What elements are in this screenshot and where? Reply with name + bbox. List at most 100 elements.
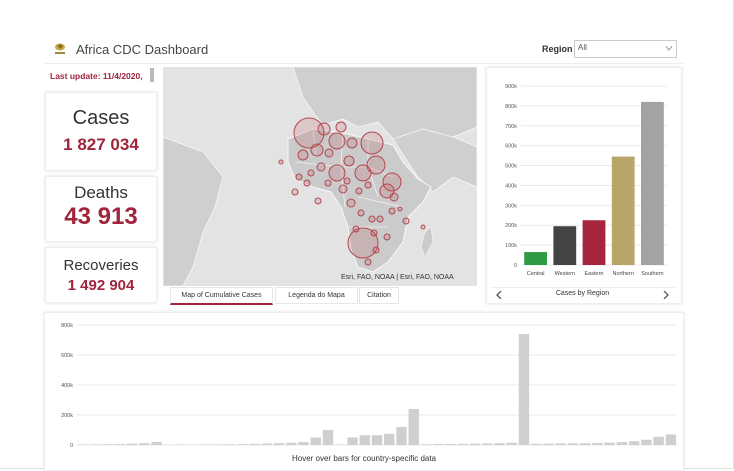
tab-citation[interactable]: Citation: [359, 287, 399, 304]
x-tick-label: Western: [555, 271, 575, 277]
chevron-right-icon[interactable]: [663, 291, 669, 299]
deaths-value: 43 913: [46, 203, 156, 231]
country-bar[interactable]: [445, 444, 455, 445]
region-chart-footer: Cases by Region: [490, 287, 675, 302]
chevron-down-icon: [666, 45, 672, 51]
country-bar[interactable]: [360, 435, 370, 445]
country-bar[interactable]: [102, 444, 112, 445]
y-tick-label: 800k: [61, 323, 73, 329]
country-bar[interactable]: [470, 444, 480, 445]
country-bar[interactable]: [641, 440, 651, 445]
y-tick-label: 700k: [505, 124, 517, 130]
y-tick-label: 300k: [505, 203, 517, 209]
last-update: Last update: 11/4/2020,: [44, 68, 154, 86]
country-bar[interactable]: [580, 443, 590, 445]
country-bar[interactable]: [151, 442, 161, 445]
bar-southern[interactable]: [641, 102, 664, 265]
recoveries-value: 1 492 904: [46, 277, 156, 294]
cases-map[interactable]: [163, 67, 477, 286]
y-tick-label: 0: [70, 443, 73, 449]
x-tick-label: Central: [527, 271, 545, 277]
country-bar[interactable]: [617, 442, 627, 445]
y-tick-label: 600k: [61, 353, 73, 359]
dashboard-header: Africa CDC Dashboard Region All: [44, 37, 683, 64]
country-bar[interactable]: [274, 443, 284, 445]
country-bar[interactable]: [115, 444, 125, 445]
region-chart-xlabel: Cases by Region: [490, 290, 675, 297]
cases-value: 1 827 034: [46, 135, 156, 155]
country-chart-xlabel: Hover over bars for country-specific dat…: [45, 454, 683, 463]
country-bar[interactable]: [458, 444, 468, 445]
region-label: Region: [542, 44, 573, 54]
country-bar[interactable]: [90, 444, 100, 445]
region-chart-panel: 0 100k 200k 300k 400k 500k 600k 700k 800k 900k Cen…: [486, 67, 682, 304]
country-bar[interactable]: [543, 444, 553, 445]
tab-map-legend[interactable]: Legenda do Mapa: [275, 287, 358, 304]
country-bar[interactable]: [225, 444, 235, 445]
y-tick-label: 600k: [505, 144, 517, 150]
dashboard-title: Africa CDC Dashboard: [76, 42, 208, 57]
country-bar[interactable]: [384, 434, 394, 445]
recoveries-card: Recoveries 1 492 904: [45, 247, 157, 303]
country-bar[interactable]: [139, 443, 149, 445]
africa-cdc-logo-icon: [52, 41, 68, 57]
map-canvas[interactable]: [163, 67, 477, 286]
country-bar[interactable]: [323, 430, 333, 445]
country-bar[interactable]: [262, 444, 272, 446]
country-bar[interactable]: [213, 444, 223, 445]
country-bar[interactable]: [286, 443, 296, 445]
tab-map-cumulative-cases[interactable]: Map of Cumulative Cases: [170, 287, 273, 305]
country-bar[interactable]: [421, 444, 431, 445]
x-tick-label: Southern: [641, 271, 663, 277]
bar-western[interactable]: [553, 226, 576, 265]
bar-central[interactable]: [524, 252, 547, 265]
country-bar[interactable]: [653, 437, 663, 445]
x-tick-label: Eastern: [585, 271, 604, 277]
country-bar[interactable]: [531, 444, 541, 445]
y-tick-label: 500k: [505, 164, 517, 170]
y-tick-label: 400k: [61, 383, 73, 389]
bar-northern[interactable]: [612, 157, 635, 265]
country-bar[interactable]: [629, 441, 639, 445]
deaths-label: Deaths: [46, 183, 156, 203]
y-tick-label: 900k: [505, 84, 517, 90]
country-bar[interactable]: [482, 444, 492, 446]
country-bar[interactable]: [506, 443, 516, 445]
country-bar[interactable]: [433, 444, 443, 445]
y-tick-label: 100k: [505, 243, 517, 249]
country-bar[interactable]: [494, 443, 504, 445]
y-tick-label: 400k: [505, 183, 517, 189]
country-bar[interactable]: [396, 427, 406, 445]
country-bar[interactable]: [237, 444, 247, 445]
stats-scrollbar[interactable]: [150, 68, 154, 82]
recoveries-label: Recoveries: [46, 257, 156, 274]
map-tabs: Map of Cumulative Cases Legenda do Mapa …: [163, 287, 477, 303]
country-bar[interactable]: [592, 443, 602, 445]
country-bar[interactable]: [347, 438, 357, 446]
cases-label: Cases: [46, 107, 156, 130]
country-bar[interactable]: [568, 443, 578, 445]
country-bar-chart[interactable]: 0 200k 400k 600k 800k: [45, 313, 683, 453]
y-tick-label: 0: [514, 263, 517, 269]
country-bar[interactable]: [372, 435, 382, 445]
country-bar[interactable]: [409, 409, 419, 445]
country-bar[interactable]: [555, 444, 565, 446]
country-bar[interactable]: [604, 443, 614, 445]
y-tick-label: 200k: [61, 413, 73, 419]
y-tick-label: 800k: [505, 104, 517, 110]
last-update-text: Last update: 11/4/2020,: [50, 71, 143, 81]
country-bar[interactable]: [298, 442, 308, 445]
deaths-card: Deaths 43 913: [45, 176, 157, 242]
region-select[interactable]: All: [574, 40, 677, 58]
country-bar[interactable]: [249, 444, 259, 445]
country-bar[interactable]: [311, 438, 321, 446]
region-bar-chart[interactable]: 0 100k 200k 300k 400k 500k 600k 700k 800k 900k Cen…: [487, 68, 681, 288]
bar-eastern[interactable]: [583, 220, 606, 265]
y-tick-label: 200k: [505, 223, 517, 229]
country-bar[interactable]: [666, 435, 676, 446]
country-bar[interactable]: [127, 444, 137, 445]
x-tick-label: Northern: [612, 271, 633, 277]
country-chart-panel: 0 200k 400k 600k 800k Hover over bars for co…: [44, 312, 684, 471]
region-select-value: All: [578, 43, 587, 52]
country-bar[interactable]: [519, 334, 529, 445]
